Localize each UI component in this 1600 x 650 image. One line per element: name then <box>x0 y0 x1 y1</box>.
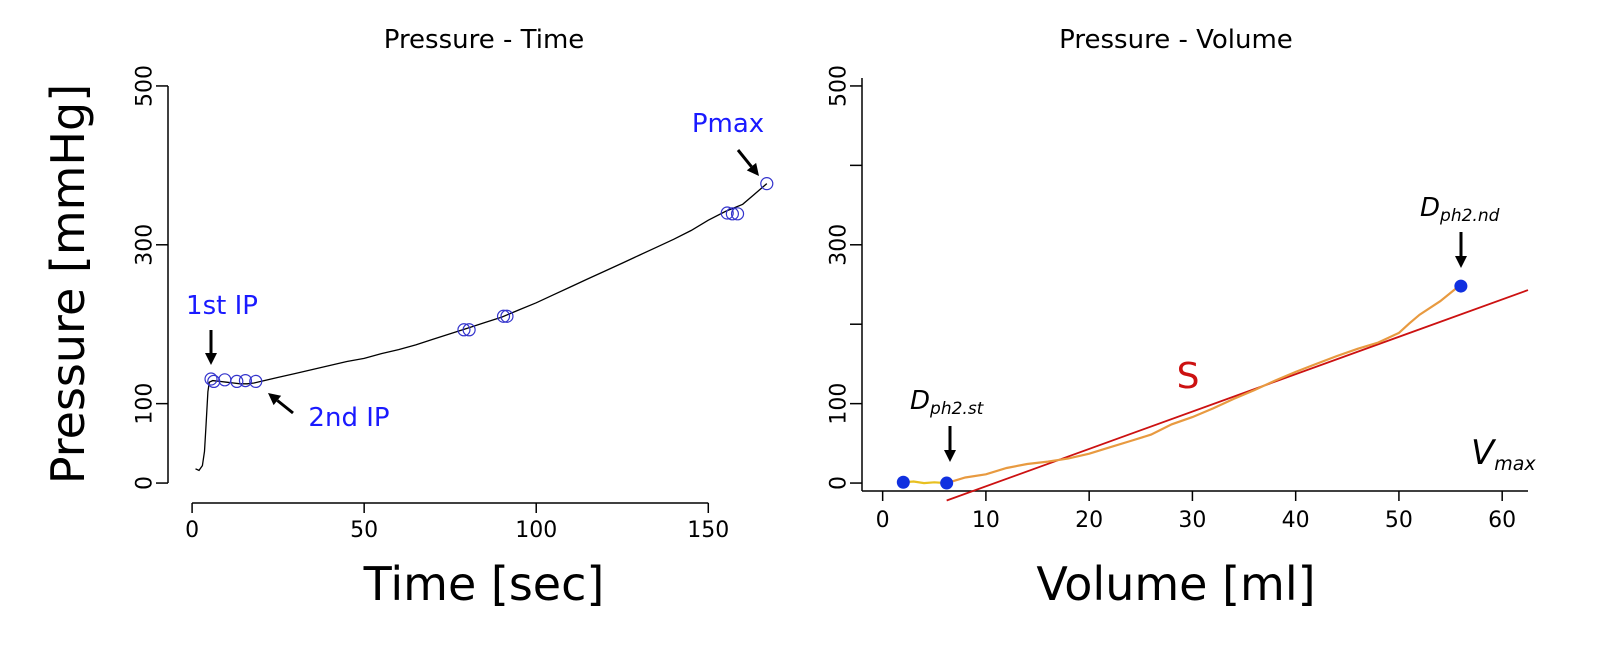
phase-point <box>940 476 954 490</box>
pressure-volume-panel: Pressure - Volume Volume [ml] 0100300500… <box>827 25 1537 611</box>
phase-point <box>896 475 910 489</box>
d-ph2-nd-annotation: Dph2.nd <box>1420 193 1500 226</box>
vmax-subscript: max <box>1494 453 1536 475</box>
inflection-marker <box>730 207 745 221</box>
slope-annotation: S <box>1177 356 1200 397</box>
pressure-volume-title: Pressure - Volume <box>1059 25 1293 55</box>
second-ip-arrow-head <box>268 393 282 406</box>
left-plot-area <box>195 177 774 472</box>
inflection-marker <box>218 373 232 387</box>
left-annotation-arrows <box>205 149 759 415</box>
phase-two-trace <box>946 283 1462 485</box>
pressure-time-title: Pressure - Time <box>384 25 585 55</box>
pmax-annotation: Pmax <box>692 109 764 139</box>
d-ph2-nd-letter: D <box>1420 193 1440 223</box>
inflection-marker <box>204 372 218 386</box>
d-ph2-nd-arrow-head <box>1455 256 1467 268</box>
second-ip-arrow-shaft <box>276 399 294 415</box>
inflection-marker <box>462 323 476 337</box>
right-x-tick-label: 50 <box>1385 508 1413 533</box>
left-x-tick-label: 0 <box>185 518 199 543</box>
vmax-letter: V <box>1471 433 1497 473</box>
phase-point <box>1454 279 1468 293</box>
x-axis-title-volume: Volume [ml] <box>1036 557 1315 611</box>
inflection-marker <box>207 374 221 388</box>
left-x-tick-label: 50 <box>350 518 378 543</box>
inflection-marker <box>496 309 511 323</box>
inflection-marker <box>249 374 263 388</box>
pmax-arrow-head <box>746 162 759 176</box>
right-y-tick-label: 0 <box>827 476 852 490</box>
left-x-tick-label: 150 <box>687 518 729 543</box>
d-ph2-st-letter: D <box>910 386 930 416</box>
left-axes: 0 100 300 500 0 50 100 150 <box>133 65 730 543</box>
right-x-tick-label: 60 <box>1488 508 1516 533</box>
pressure-time-panel: Pressure - Time Pressure [mmHg] Time [se… <box>41 25 774 611</box>
inflection-marker <box>500 309 514 323</box>
inflection-marker <box>457 323 471 337</box>
right-plot-area <box>896 279 1529 502</box>
phase-one-trace <box>903 480 947 485</box>
d-ph2-st-subscript: ph2.st <box>929 399 985 419</box>
right-y-tick-label: 100 <box>827 383 852 425</box>
right-y-tick-label: 300 <box>827 224 852 266</box>
y-axis-title: Pressure [mmHg] <box>41 84 95 484</box>
d-ph2-nd-subscript: ph2.nd <box>1439 206 1500 226</box>
linear-fit-line <box>946 289 1529 502</box>
inflection-marker <box>238 374 253 388</box>
first-ip-arrow-head <box>205 353 217 365</box>
right-x-tick-label: 0 <box>876 508 890 533</box>
left-y-tick-label: 500 <box>133 65 158 107</box>
x-axis-title-time: Time [sec] <box>363 557 605 611</box>
pressure-time-trace <box>195 183 768 472</box>
pmax-arrow-shaft <box>736 149 753 168</box>
inflection-marker <box>720 206 734 220</box>
right-annotation-arrows <box>944 232 1467 462</box>
inflection-marker <box>760 177 774 191</box>
right-x-tick-label: 10 <box>972 508 1000 533</box>
right-y-tick-label: 500 <box>827 65 852 107</box>
inflection-marker <box>725 207 739 221</box>
left-y-tick-label: 100 <box>133 383 158 425</box>
first-ip-annotation: 1st IP <box>186 291 258 321</box>
d-ph2-st-annotation: Dph2.st <box>910 386 985 419</box>
right-x-tick-label: 20 <box>1075 508 1103 533</box>
inflection-marker <box>230 374 244 388</box>
right-x-tick-label: 40 <box>1282 508 1310 533</box>
vmax-annotation: Vmax <box>1471 433 1536 475</box>
left-x-tick-label: 100 <box>515 518 557 543</box>
right-x-tick-label: 30 <box>1178 508 1206 533</box>
left-y-tick-label: 300 <box>133 224 158 266</box>
right-axes: 0 100 300 500 0 10 20 30 40 50 60 <box>827 65 1528 533</box>
d-ph2-st-arrow-head <box>944 450 956 462</box>
left-y-tick-label: 0 <box>133 476 158 490</box>
second-ip-annotation: 2nd IP <box>308 403 389 433</box>
